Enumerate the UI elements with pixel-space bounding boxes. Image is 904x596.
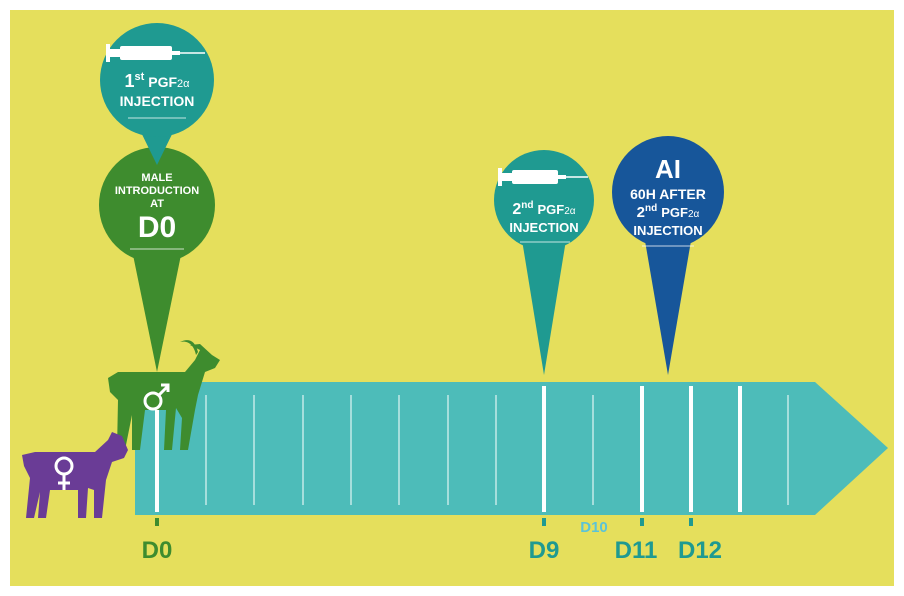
female-goat [22,432,128,518]
pin-text: INJECTION [509,220,578,235]
pin-text: INJECTION [633,223,702,238]
pin-text: INTRODUCTION [115,185,199,197]
timeline [135,382,888,515]
day-label: D11 [615,537,658,564]
syringe-icon [498,168,588,186]
pin-text: AI [655,154,681,184]
pin-text: 2nd PGF2α [512,200,575,218]
pin-text: INJECTION [120,93,195,109]
female-symbol [54,456,74,490]
day-label: D12 [678,537,722,564]
day-label: D10 [580,519,608,536]
syringe-icon [106,44,205,62]
pin-text: D0 [138,211,176,244]
day-label: D9 [529,537,560,564]
pin-head [99,147,215,263]
pin-text: 2nd PGF2α [637,203,700,221]
pin-text: AT [150,198,164,210]
day-markers [155,518,693,526]
pin-tail [522,240,566,375]
pin-tail [644,235,692,375]
pin-text: 1st PGF2α [124,71,190,91]
male-symbol [143,383,170,411]
male-goat [108,340,220,450]
pin-head [612,136,724,248]
pin-tail [132,250,182,372]
pin-head [494,150,594,250]
pin-text: MALE [141,172,172,184]
pin-text: 60H AFTER [630,186,706,202]
day-label: D0 [142,537,173,564]
